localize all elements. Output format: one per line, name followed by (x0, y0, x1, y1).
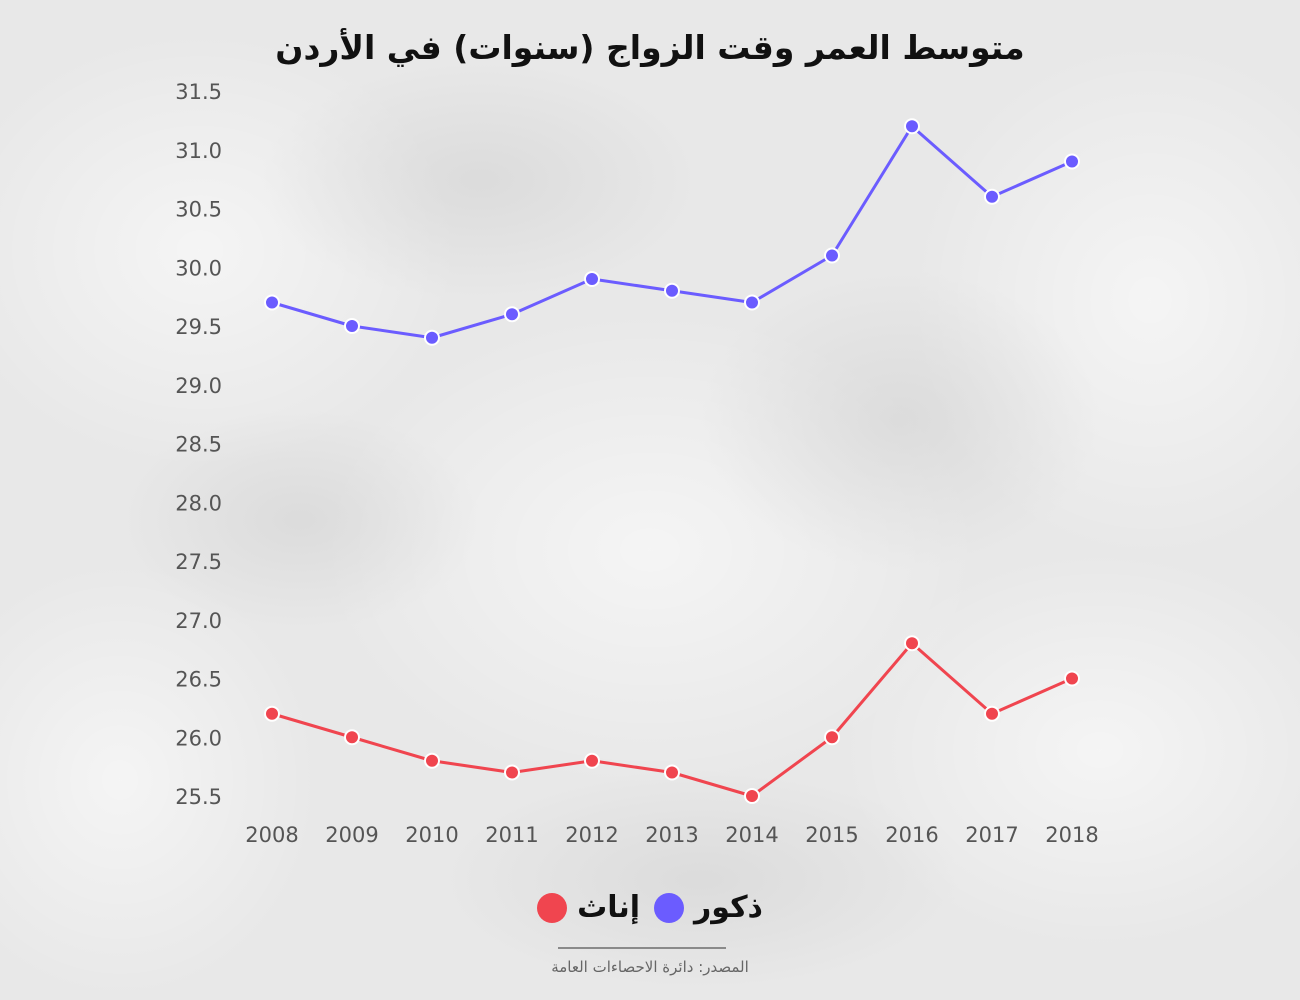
data-point-females (1064, 670, 1080, 687)
legend-label-males: ذكور (694, 890, 763, 925)
data-point-females (664, 764, 680, 781)
data-point-males (584, 271, 600, 287)
data-point-females (504, 764, 520, 781)
y-tick-label: 25.5 (175, 785, 222, 809)
y-tick-label: 29.0 (175, 374, 222, 398)
data-point-females (984, 705, 1000, 722)
y-tick-label: 31.0 (175, 139, 222, 163)
x-tick-label: 2015 (805, 823, 858, 847)
data-point-females (584, 752, 600, 769)
data-point-males (504, 306, 520, 323)
y-tick-label: 27.5 (175, 550, 222, 574)
data-point-males (824, 247, 840, 264)
data-point-females (904, 635, 920, 652)
y-tick-label: 26.0 (175, 726, 222, 750)
x-tick-label: 2014 (725, 823, 778, 847)
y-tick-label: 30.0 (175, 256, 222, 280)
y-tick-label: 26.5 (175, 668, 222, 692)
y-tick-label: 29.5 (175, 315, 222, 339)
x-tick-label: 2016 (885, 823, 938, 847)
data-point-males (664, 282, 680, 299)
x-tick-label: 2008 (245, 823, 298, 847)
y-tick-label: 30.5 (175, 198, 222, 222)
x-tick-label: 2013 (645, 823, 698, 847)
source-divider (558, 947, 726, 949)
x-tick-label: 2018 (1045, 823, 1098, 847)
data-point-females (824, 729, 840, 746)
legend-item-males: ذكور (654, 890, 763, 925)
data-point-males (424, 329, 440, 346)
legend-label-females: إناث (577, 890, 641, 925)
x-tick-label: 2009 (325, 823, 378, 847)
chart-title: متوسط العمر وقت الزواج (سنوات) في الأردن (275, 28, 1025, 67)
y-tick-label: 28.5 (175, 433, 222, 457)
x-tick-label: 2017 (965, 823, 1018, 847)
data-point-males (344, 318, 360, 334)
data-point-males (984, 188, 1000, 205)
y-tick-label: 28.0 (175, 491, 222, 515)
x-tick-label: 2010 (405, 823, 458, 847)
data-point-males (744, 294, 760, 311)
data-point-females (264, 705, 280, 722)
data-point-males (264, 294, 280, 311)
legend-swatch-females (537, 892, 568, 923)
legend: ذكور إناث (0, 890, 1300, 925)
data-point-females (424, 752, 440, 769)
data-point-females (744, 788, 760, 804)
x-tick-label: 2011 (485, 823, 538, 847)
y-tick-label: 31.5 (175, 80, 222, 104)
source-note: المصدر: دائرة الاحصاءات العامة (551, 958, 749, 976)
data-point-females (344, 729, 360, 746)
data-point-males (1064, 153, 1080, 170)
legend-swatch-males (654, 892, 685, 923)
legend-item-females: إناث (537, 890, 640, 925)
y-tick-label: 27.0 (175, 609, 222, 633)
series-line-males (271, 124, 1073, 340)
x-tick-label: 2012 (565, 823, 618, 847)
data-point-males (904, 118, 920, 135)
